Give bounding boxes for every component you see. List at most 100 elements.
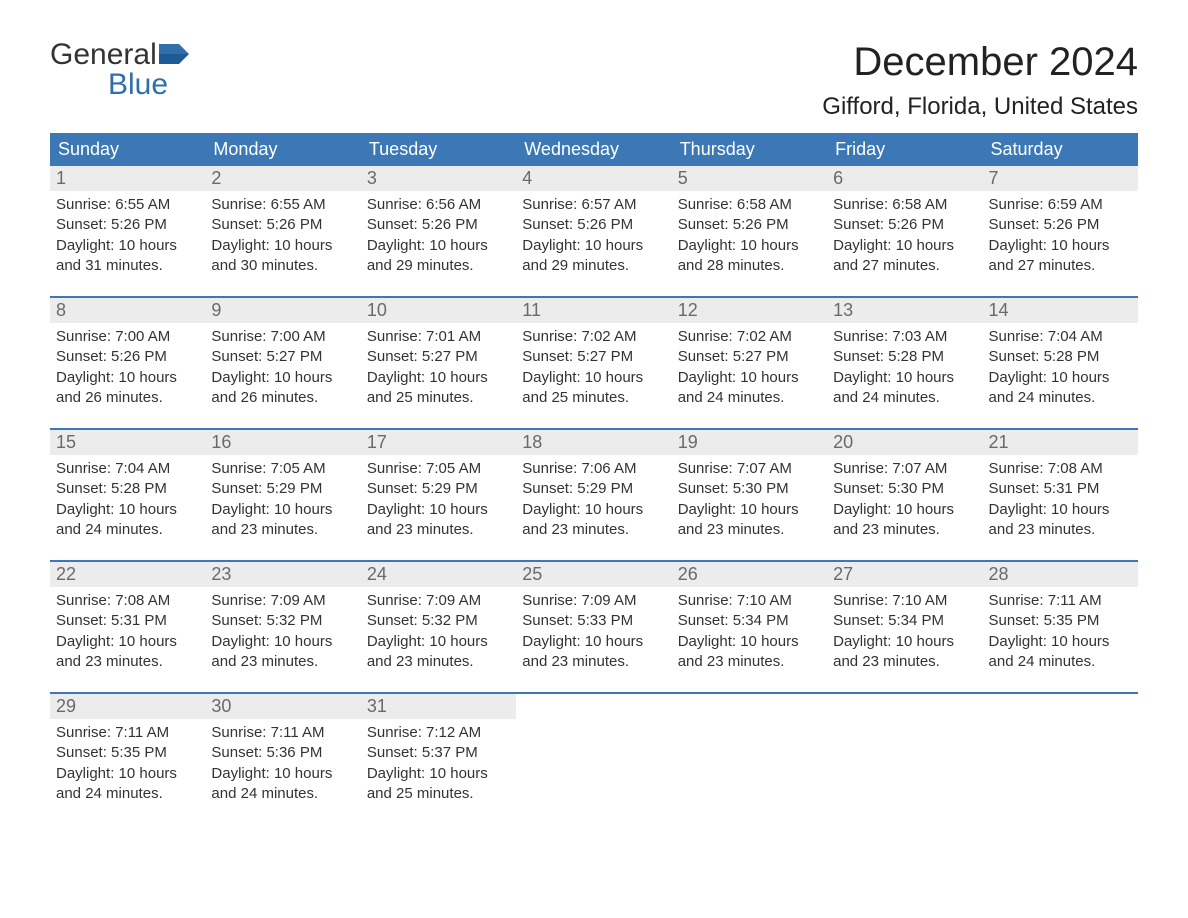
- calendar-day-cell: 11Sunrise: 7:02 AMSunset: 5:27 PMDayligh…: [516, 298, 671, 428]
- day-number: 1: [50, 166, 205, 191]
- calendar-day-cell: 8Sunrise: 7:00 AMSunset: 5:26 PMDaylight…: [50, 298, 205, 428]
- calendar-day-cell: 16Sunrise: 7:05 AMSunset: 5:29 PMDayligh…: [205, 430, 360, 560]
- calendar-day-cell: 3Sunrise: 6:56 AMSunset: 5:26 PMDaylight…: [361, 166, 516, 296]
- day-details: Sunrise: 6:57 AMSunset: 5:26 PMDaylight:…: [516, 191, 671, 276]
- day-number: 16: [205, 430, 360, 455]
- day-details: Sunrise: 7:04 AMSunset: 5:28 PMDaylight:…: [50, 455, 205, 540]
- day-details: Sunrise: 6:58 AMSunset: 5:26 PMDaylight:…: [672, 191, 827, 276]
- logo-top-line: General: [50, 40, 189, 70]
- day-details: Sunrise: 6:56 AMSunset: 5:26 PMDaylight:…: [361, 191, 516, 276]
- calendar-day-cell: 19Sunrise: 7:07 AMSunset: 5:30 PMDayligh…: [672, 430, 827, 560]
- day-details: Sunrise: 6:55 AMSunset: 5:26 PMDaylight:…: [205, 191, 360, 276]
- day-number: 27: [827, 562, 982, 587]
- day-number: 11: [516, 298, 671, 323]
- calendar-day-cell: 23Sunrise: 7:09 AMSunset: 5:32 PMDayligh…: [205, 562, 360, 692]
- calendar-week-row: 29Sunrise: 7:11 AMSunset: 5:35 PMDayligh…: [50, 694, 1138, 824]
- calendar-day-cell: 14Sunrise: 7:04 AMSunset: 5:28 PMDayligh…: [983, 298, 1138, 428]
- calendar-day-cell: 22Sunrise: 7:08 AMSunset: 5:31 PMDayligh…: [50, 562, 205, 692]
- calendar-day-cell: .: [827, 694, 982, 824]
- day-number: 20: [827, 430, 982, 455]
- day-details: Sunrise: 7:09 AMSunset: 5:32 PMDaylight:…: [205, 587, 360, 672]
- day-number: 3: [361, 166, 516, 191]
- calendar-table: SundayMondayTuesdayWednesdayThursdayFrid…: [50, 133, 1138, 824]
- calendar-day-cell: .: [672, 694, 827, 824]
- day-details: Sunrise: 7:10 AMSunset: 5:34 PMDaylight:…: [827, 587, 982, 672]
- weekday-header: Saturday: [983, 133, 1138, 166]
- calendar-day-cell: 7Sunrise: 6:59 AMSunset: 5:26 PMDaylight…: [983, 166, 1138, 296]
- day-details: Sunrise: 7:03 AMSunset: 5:28 PMDaylight:…: [827, 323, 982, 408]
- logo: General Blue: [50, 40, 189, 100]
- day-number: 24: [361, 562, 516, 587]
- location-subtitle: Gifford, Florida, United States: [822, 93, 1138, 121]
- calendar-day-cell: 6Sunrise: 6:58 AMSunset: 5:26 PMDaylight…: [827, 166, 982, 296]
- calendar-day-cell: 28Sunrise: 7:11 AMSunset: 5:35 PMDayligh…: [983, 562, 1138, 692]
- day-number: 17: [361, 430, 516, 455]
- calendar-day-cell: 5Sunrise: 6:58 AMSunset: 5:26 PMDaylight…: [672, 166, 827, 296]
- calendar-day-cell: 4Sunrise: 6:57 AMSunset: 5:26 PMDaylight…: [516, 166, 671, 296]
- day-number: 18: [516, 430, 671, 455]
- day-details: Sunrise: 7:07 AMSunset: 5:30 PMDaylight:…: [672, 455, 827, 540]
- day-number: 8: [50, 298, 205, 323]
- calendar-week-row: 22Sunrise: 7:08 AMSunset: 5:31 PMDayligh…: [50, 562, 1138, 692]
- day-number: 4: [516, 166, 671, 191]
- day-details: Sunrise: 6:55 AMSunset: 5:26 PMDaylight:…: [50, 191, 205, 276]
- day-number: 31: [361, 694, 516, 719]
- calendar-header-row: SundayMondayTuesdayWednesdayThursdayFrid…: [50, 133, 1138, 166]
- calendar-day-cell: 12Sunrise: 7:02 AMSunset: 5:27 PMDayligh…: [672, 298, 827, 428]
- calendar-day-cell: 13Sunrise: 7:03 AMSunset: 5:28 PMDayligh…: [827, 298, 982, 428]
- calendar-day-cell: 29Sunrise: 7:11 AMSunset: 5:35 PMDayligh…: [50, 694, 205, 824]
- day-number: 21: [983, 430, 1138, 455]
- day-details: Sunrise: 7:02 AMSunset: 5:27 PMDaylight:…: [672, 323, 827, 408]
- day-number: 14: [983, 298, 1138, 323]
- weekday-header: Monday: [205, 133, 360, 166]
- day-number: 15: [50, 430, 205, 455]
- day-number: 26: [672, 562, 827, 587]
- calendar-day-cell: .: [516, 694, 671, 824]
- day-number: 12: [672, 298, 827, 323]
- calendar-day-cell: 20Sunrise: 7:07 AMSunset: 5:30 PMDayligh…: [827, 430, 982, 560]
- day-details: Sunrise: 7:11 AMSunset: 5:35 PMDaylight:…: [50, 719, 205, 804]
- day-details: Sunrise: 7:05 AMSunset: 5:29 PMDaylight:…: [205, 455, 360, 540]
- weekday-header: Friday: [827, 133, 982, 166]
- day-number: 22: [50, 562, 205, 587]
- weekday-header: Tuesday: [361, 133, 516, 166]
- calendar-day-cell: 27Sunrise: 7:10 AMSunset: 5:34 PMDayligh…: [827, 562, 982, 692]
- day-details: Sunrise: 7:09 AMSunset: 5:33 PMDaylight:…: [516, 587, 671, 672]
- day-number: 10: [361, 298, 516, 323]
- day-number: 29: [50, 694, 205, 719]
- day-details: Sunrise: 7:08 AMSunset: 5:31 PMDaylight:…: [50, 587, 205, 672]
- day-number: 2: [205, 166, 360, 191]
- flag-icon: [159, 40, 189, 70]
- weekday-header: Sunday: [50, 133, 205, 166]
- calendar-day-cell: 21Sunrise: 7:08 AMSunset: 5:31 PMDayligh…: [983, 430, 1138, 560]
- calendar-week-row: 1Sunrise: 6:55 AMSunset: 5:26 PMDaylight…: [50, 166, 1138, 296]
- day-details: Sunrise: 7:04 AMSunset: 5:28 PMDaylight:…: [983, 323, 1138, 408]
- page-header: General Blue December 2024 Gifford, Flor…: [50, 40, 1138, 121]
- day-number: 30: [205, 694, 360, 719]
- day-details: Sunrise: 7:00 AMSunset: 5:26 PMDaylight:…: [50, 323, 205, 408]
- day-number: 13: [827, 298, 982, 323]
- weekday-header: Wednesday: [516, 133, 671, 166]
- day-number: 7: [983, 166, 1138, 191]
- calendar-week-row: 15Sunrise: 7:04 AMSunset: 5:28 PMDayligh…: [50, 430, 1138, 560]
- day-details: Sunrise: 7:06 AMSunset: 5:29 PMDaylight:…: [516, 455, 671, 540]
- month-title: December 2024: [822, 40, 1138, 85]
- calendar-day-cell: .: [983, 694, 1138, 824]
- day-number: 5: [672, 166, 827, 191]
- day-details: Sunrise: 7:11 AMSunset: 5:35 PMDaylight:…: [983, 587, 1138, 672]
- day-number: 23: [205, 562, 360, 587]
- day-details: Sunrise: 6:58 AMSunset: 5:26 PMDaylight:…: [827, 191, 982, 276]
- calendar-day-cell: 15Sunrise: 7:04 AMSunset: 5:28 PMDayligh…: [50, 430, 205, 560]
- day-details: Sunrise: 7:11 AMSunset: 5:36 PMDaylight:…: [205, 719, 360, 804]
- calendar-day-cell: 24Sunrise: 7:09 AMSunset: 5:32 PMDayligh…: [361, 562, 516, 692]
- calendar-day-cell: 1Sunrise: 6:55 AMSunset: 5:26 PMDaylight…: [50, 166, 205, 296]
- day-number: 28: [983, 562, 1138, 587]
- day-details: Sunrise: 7:02 AMSunset: 5:27 PMDaylight:…: [516, 323, 671, 408]
- calendar-day-cell: 18Sunrise: 7:06 AMSunset: 5:29 PMDayligh…: [516, 430, 671, 560]
- calendar-day-cell: 2Sunrise: 6:55 AMSunset: 5:26 PMDaylight…: [205, 166, 360, 296]
- day-details: Sunrise: 7:09 AMSunset: 5:32 PMDaylight:…: [361, 587, 516, 672]
- day-details: Sunrise: 7:00 AMSunset: 5:27 PMDaylight:…: [205, 323, 360, 408]
- day-number: 9: [205, 298, 360, 323]
- calendar-day-cell: 25Sunrise: 7:09 AMSunset: 5:33 PMDayligh…: [516, 562, 671, 692]
- day-details: Sunrise: 7:01 AMSunset: 5:27 PMDaylight:…: [361, 323, 516, 408]
